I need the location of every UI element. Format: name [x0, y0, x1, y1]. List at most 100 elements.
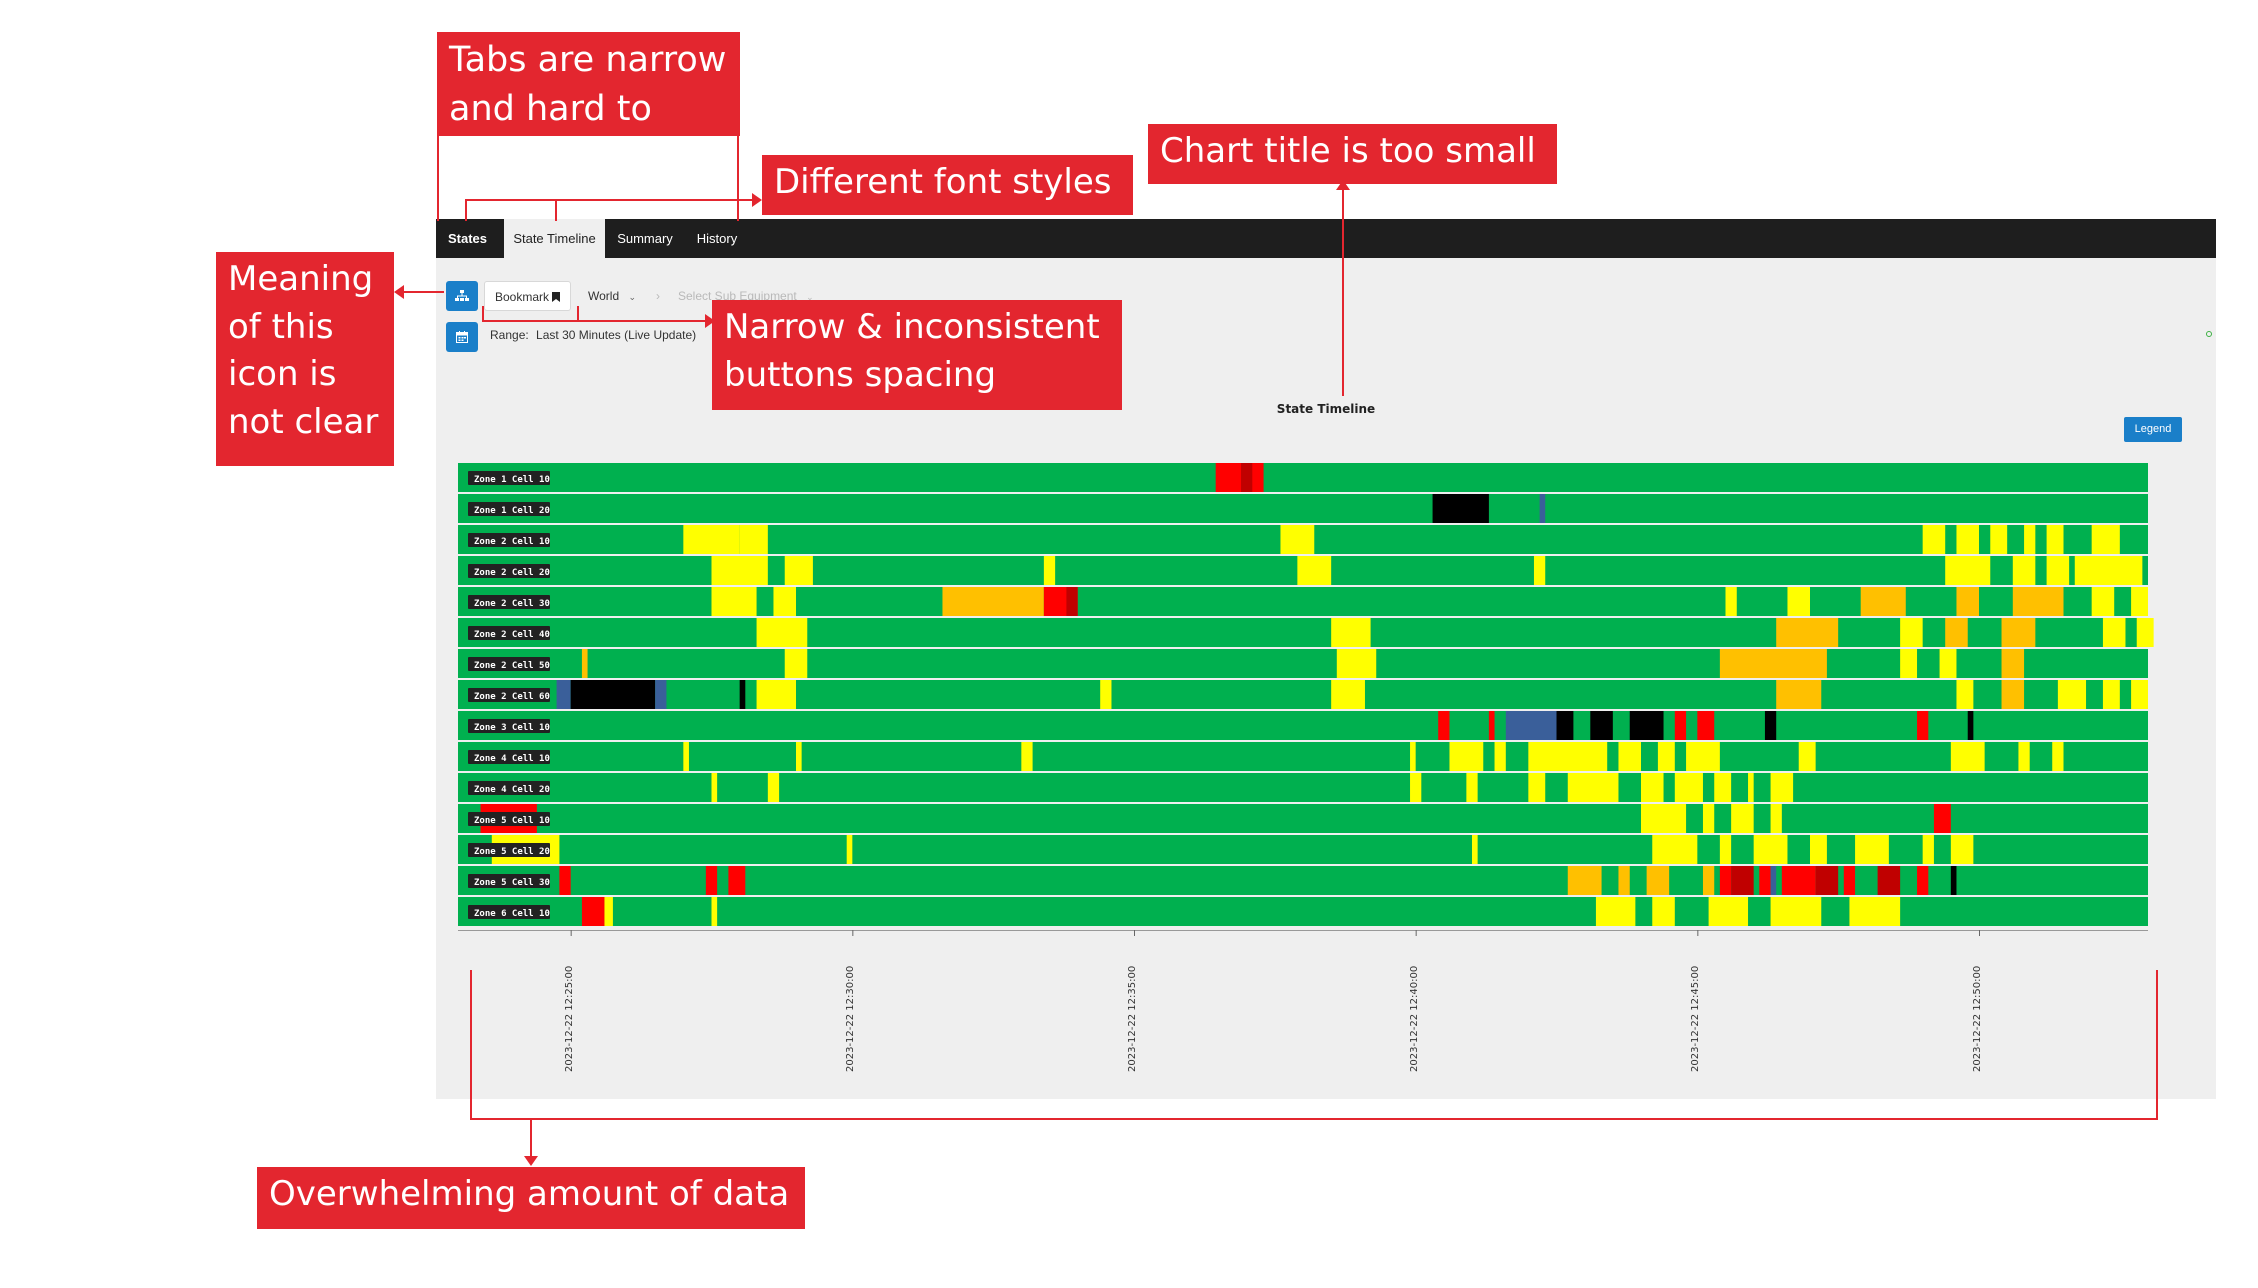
state-segment[interactable] — [2091, 525, 2120, 554]
state-segment[interactable] — [1488, 711, 1495, 740]
state-segment[interactable] — [1297, 556, 1332, 585]
state-segment[interactable] — [2074, 556, 2143, 585]
calendar-button[interactable] — [446, 322, 478, 352]
state-segment[interactable] — [711, 525, 740, 554]
state-segment[interactable] — [1798, 742, 1816, 771]
state-segment[interactable] — [2046, 556, 2070, 585]
timeline-row[interactable] — [458, 618, 2148, 647]
state-segment[interactable] — [1939, 649, 1957, 678]
state-segment[interactable] — [1753, 835, 1788, 864]
state-segment[interactable] — [559, 866, 571, 895]
state-segment[interactable] — [1719, 649, 1827, 678]
state-segment[interactable] — [784, 556, 813, 585]
state-segment[interactable] — [1855, 835, 1889, 864]
state-segment[interactable] — [1917, 711, 1929, 740]
state-segment[interactable] — [1843, 866, 1856, 895]
state-segment[interactable] — [1950, 742, 1985, 771]
timeline-row[interactable] — [458, 494, 2148, 523]
state-segment[interactable] — [2001, 649, 2025, 678]
state-segment[interactable] — [739, 680, 746, 709]
state-segment[interactable] — [1100, 680, 1112, 709]
timeline-row[interactable] — [458, 463, 2148, 492]
sub-equipment-select[interactable]: Select Sub Equipment ⌄ — [678, 281, 814, 311]
state-segment[interactable] — [2012, 556, 2036, 585]
state-segment[interactable] — [711, 897, 718, 926]
state-segment[interactable] — [1449, 742, 1484, 771]
state-segment[interactable] — [1241, 463, 1253, 492]
timeline-row[interactable] — [458, 680, 2148, 709]
state-segment[interactable] — [2131, 680, 2148, 709]
legend-button[interactable]: Legend — [2124, 417, 2182, 442]
state-segment[interactable] — [2057, 680, 2087, 709]
state-segment[interactable] — [1539, 494, 1546, 523]
state-segment[interactable] — [1933, 804, 1951, 833]
state-segment[interactable] — [1770, 804, 1782, 833]
timeline-row[interactable] — [458, 804, 2148, 833]
state-segment[interactable] — [1956, 587, 1979, 616]
state-segment[interactable] — [1432, 494, 1489, 523]
state-segment[interactable] — [1652, 897, 1675, 926]
state-segment[interactable] — [1674, 773, 1703, 802]
state-segment[interactable] — [1781, 866, 1816, 895]
state-segment[interactable] — [1686, 742, 1720, 771]
state-segment[interactable] — [2024, 525, 2036, 554]
state-segment[interactable] — [767, 773, 780, 802]
timeline-row[interactable] — [458, 742, 2148, 771]
state-segment[interactable] — [1697, 711, 1715, 740]
state-segment[interactable] — [1533, 556, 1546, 585]
state-segment[interactable] — [2052, 742, 2064, 771]
state-segment[interactable] — [683, 742, 689, 771]
state-segment[interactable] — [1702, 866, 1715, 895]
state-segment[interactable] — [1466, 773, 1478, 802]
state-segment[interactable] — [1956, 680, 1974, 709]
state-segment[interactable] — [1787, 587, 1810, 616]
state-segment[interactable] — [655, 680, 667, 709]
state-segment[interactable] — [773, 587, 796, 616]
state-segment[interactable] — [1956, 525, 1979, 554]
tab-states[interactable]: States — [447, 231, 488, 246]
state-segment[interactable] — [1990, 525, 2008, 554]
state-segment[interactable] — [1849, 897, 1901, 926]
state-segment[interactable] — [1945, 556, 1991, 585]
state-segment[interactable] — [1922, 835, 1934, 864]
state-segment[interactable] — [2046, 525, 2064, 554]
state-segment[interactable] — [739, 525, 768, 554]
state-segment[interactable] — [556, 680, 571, 709]
state-segment[interactable] — [1043, 556, 1056, 585]
state-segment[interactable] — [1331, 618, 1371, 647]
state-segment[interactable] — [1770, 866, 1777, 895]
state-segment[interactable] — [1945, 618, 1968, 647]
state-segment[interactable] — [1528, 742, 1608, 771]
state-segment[interactable] — [1652, 835, 1698, 864]
state-segment[interactable] — [1641, 804, 1687, 833]
state-segment[interactable] — [604, 897, 613, 926]
state-segment[interactable] — [1877, 866, 1901, 895]
state-segment[interactable] — [1567, 773, 1619, 802]
state-segment[interactable] — [1336, 649, 1377, 678]
state-segment[interactable] — [1731, 866, 1754, 895]
timeline-row[interactable] — [458, 711, 2148, 740]
state-segment[interactable] — [1917, 866, 1929, 895]
state-segment[interactable] — [1708, 897, 1749, 926]
state-segment[interactable] — [1731, 804, 1754, 833]
state-segment[interactable] — [1770, 773, 1794, 802]
state-segment[interactable] — [1764, 711, 1777, 740]
refresh-icon[interactable] — [2206, 331, 2212, 337]
state-segment[interactable] — [1629, 711, 1664, 740]
state-segment[interactable] — [2018, 742, 2030, 771]
state-segment[interactable] — [1950, 866, 1957, 895]
tab-state-timeline[interactable]: State Timeline — [504, 219, 605, 258]
state-segment[interactable] — [711, 556, 768, 585]
state-segment[interactable] — [846, 835, 853, 864]
state-segment[interactable] — [1770, 897, 1822, 926]
state-segment[interactable] — [581, 649, 588, 678]
state-segment[interactable] — [2136, 618, 2154, 647]
state-segment[interactable] — [1215, 463, 1264, 492]
state-segment[interactable] — [1776, 680, 1822, 709]
state-segment[interactable] — [1590, 711, 1613, 740]
state-segment[interactable] — [2102, 680, 2120, 709]
state-segment[interactable] — [796, 742, 802, 771]
state-segment[interactable] — [1922, 525, 1946, 554]
tab-summary[interactable]: Summary — [617, 231, 673, 246]
state-segment[interactable] — [1618, 742, 1641, 771]
